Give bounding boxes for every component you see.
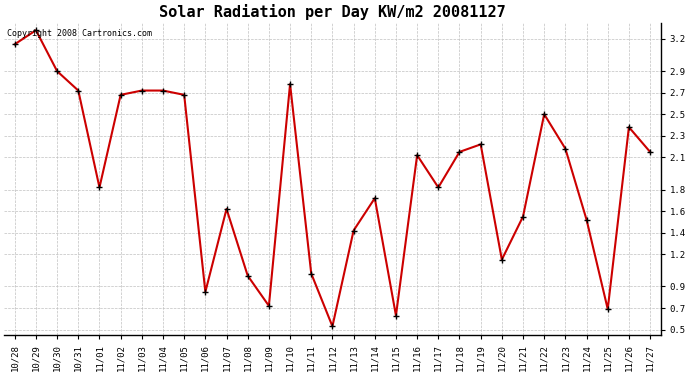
Text: Copyright 2008 Cartronics.com: Copyright 2008 Cartronics.com <box>8 29 152 38</box>
Title: Solar Radiation per Day KW/m2 20081127: Solar Radiation per Day KW/m2 20081127 <box>159 4 506 20</box>
